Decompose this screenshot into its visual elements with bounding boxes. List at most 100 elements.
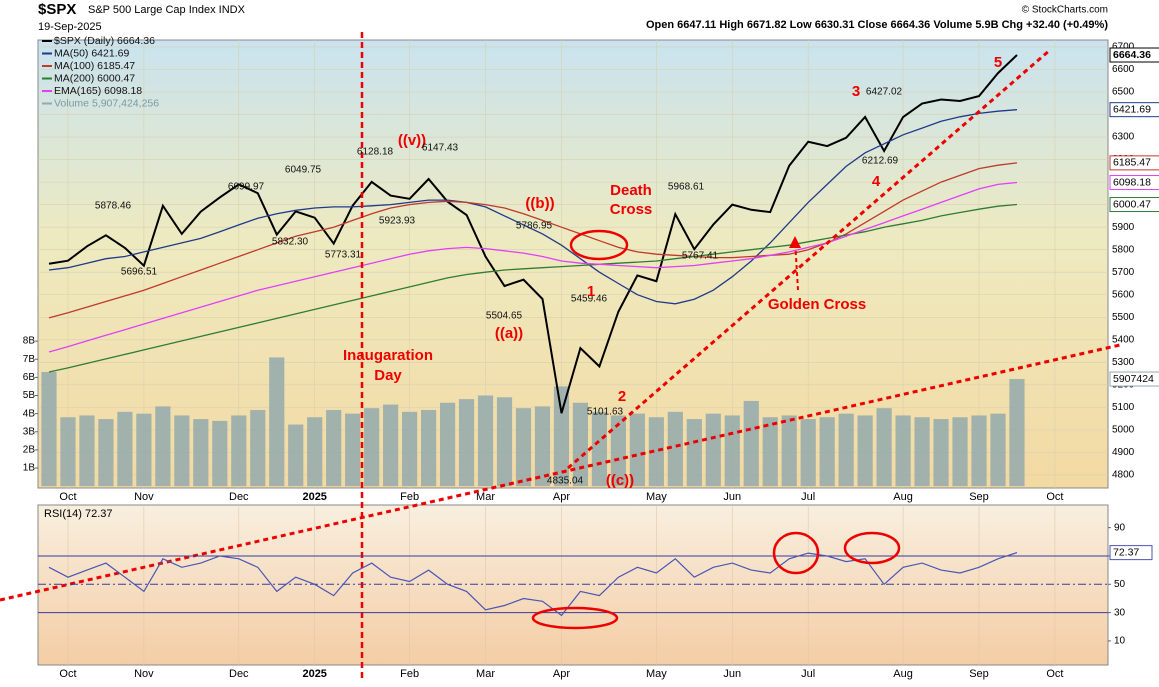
x-tick-label: Jul — [801, 491, 815, 503]
volume-bar — [572, 402, 589, 487]
volume-bar — [762, 417, 778, 487]
volume-bar — [212, 420, 228, 487]
credit: © StockCharts.com — [1022, 5, 1108, 16]
rsi-tick-label: 50 — [1114, 579, 1126, 590]
volume-bar — [269, 357, 285, 487]
subtitle: S&P 500 Large Cap Index INDX — [88, 4, 246, 16]
x-tick-label: Jun — [723, 668, 741, 680]
value-tag — [1109, 545, 1153, 561]
rsi-tick-label: 90 — [1114, 522, 1126, 533]
wave-label: 2 — [618, 388, 626, 405]
x-tick-label: May — [646, 491, 667, 503]
value-tag-label: 6421.69 — [1113, 103, 1151, 115]
volume-bar — [686, 419, 702, 487]
volume-bar — [477, 395, 494, 487]
volume-bar — [800, 419, 816, 487]
value-tag — [1109, 197, 1159, 213]
volume-bar — [838, 413, 854, 487]
volume-bar — [629, 413, 645, 487]
volume-bar — [553, 386, 570, 487]
wave-label: Day — [374, 367, 402, 384]
volume-bar — [41, 371, 57, 487]
y2-tick-label: 7B — [23, 354, 36, 365]
volume-bar — [98, 419, 114, 487]
value-tag-label: 6098.18 — [1113, 176, 1151, 188]
x-tick-label: Apr — [553, 491, 570, 503]
volume-bar — [705, 413, 721, 487]
x-tick-label: Oct — [59, 491, 76, 503]
x-tick-label: Nov — [134, 491, 154, 503]
value-tag-label: 5907424 — [1113, 373, 1154, 385]
x-tick-label: Jun — [723, 491, 741, 503]
wave-label: 1 — [587, 283, 595, 300]
golden-cross-arrow — [794, 239, 799, 291]
volume-bar — [458, 399, 475, 487]
volume-bar — [231, 415, 247, 487]
wave-label: ((c)) — [606, 472, 634, 489]
quote: Open 6647.11 High 6671.82 Low 6630.31 Cl… — [646, 19, 1108, 31]
rsi-circle — [843, 531, 901, 565]
wave-label: Inaugaration — [343, 347, 433, 364]
price-label: 6212.69 — [862, 156, 899, 167]
rsi-tick-label: 10 — [1114, 636, 1126, 647]
volume-bar — [345, 413, 361, 487]
volume-bar — [326, 410, 342, 487]
price-label: 5832.30 — [272, 237, 309, 248]
price-label: 5773.31 — [325, 250, 362, 261]
legend-label: Volume 5,907,424,256 — [54, 97, 159, 109]
volume-bar — [79, 415, 95, 487]
wave-label: 3 — [852, 83, 860, 100]
x-tick-label: Apr — [553, 668, 570, 680]
volume-bar — [610, 415, 626, 487]
volume-bar — [174, 415, 190, 487]
wave-label: Death — [610, 182, 652, 199]
y-tick-label: 6600 — [1112, 64, 1135, 75]
volume-bar — [439, 402, 456, 487]
x-tick-label: Oct — [1046, 491, 1063, 503]
volume-bar — [819, 417, 835, 487]
volume-bar — [364, 408, 380, 487]
rsi-legend: RSI(14) 72.37 — [44, 508, 112, 520]
volume-bar — [155, 406, 171, 487]
wave-label: Golden Cross — [768, 296, 866, 313]
legend-label: MA(200) 6000.47 — [54, 72, 135, 84]
price-label: 6128.18 — [357, 147, 394, 158]
y-tick-label: 5400 — [1112, 334, 1135, 345]
value-tag — [1109, 102, 1159, 118]
volume-bar — [914, 417, 930, 487]
y-tick-label: 6500 — [1112, 87, 1135, 98]
volume-bar — [288, 424, 304, 487]
rsi-panel — [37, 504, 1109, 666]
volume-bar — [591, 411, 608, 487]
death-cross-circle — [569, 229, 629, 261]
price-label: 5504.65 — [486, 311, 523, 322]
rsi-circle — [772, 531, 820, 575]
x-tick-label: Mar — [476, 491, 495, 503]
x-tick-label: Sep — [969, 491, 989, 503]
volume-bar — [515, 408, 532, 487]
y-tick-label: 5500 — [1112, 312, 1135, 323]
y-tick-label: 5000 — [1112, 425, 1135, 436]
y-tick-label: 5800 — [1112, 244, 1135, 255]
x-tick-label: Feb — [400, 491, 419, 503]
ma-line — [48, 162, 1018, 319]
volume-bar — [307, 417, 323, 487]
x-tick-label: 2025 — [302, 491, 326, 503]
volume-bar — [743, 400, 759, 487]
volume-bar — [496, 397, 513, 487]
price-label: 5101.63 — [587, 407, 624, 418]
volume-bar — [534, 406, 551, 487]
y2-tick-label: 8B — [23, 336, 36, 347]
price-label: 5878.46 — [95, 201, 132, 212]
volume-bar — [971, 415, 987, 487]
price-label: 6147.43 — [422, 143, 459, 154]
volume-bar — [952, 417, 968, 487]
legend-label: $SPX (Daily) 6664.36 — [54, 35, 155, 47]
legend-label: EMA(165) 6098.18 — [54, 85, 142, 97]
value-tag — [1109, 47, 1159, 63]
y2-tick-label: 6B — [23, 372, 36, 383]
volume-bar — [60, 417, 76, 487]
y-tick-label: 5600 — [1112, 289, 1135, 300]
x-tick-label: Mar — [476, 668, 495, 680]
wave-label: ((a)) — [495, 325, 523, 342]
